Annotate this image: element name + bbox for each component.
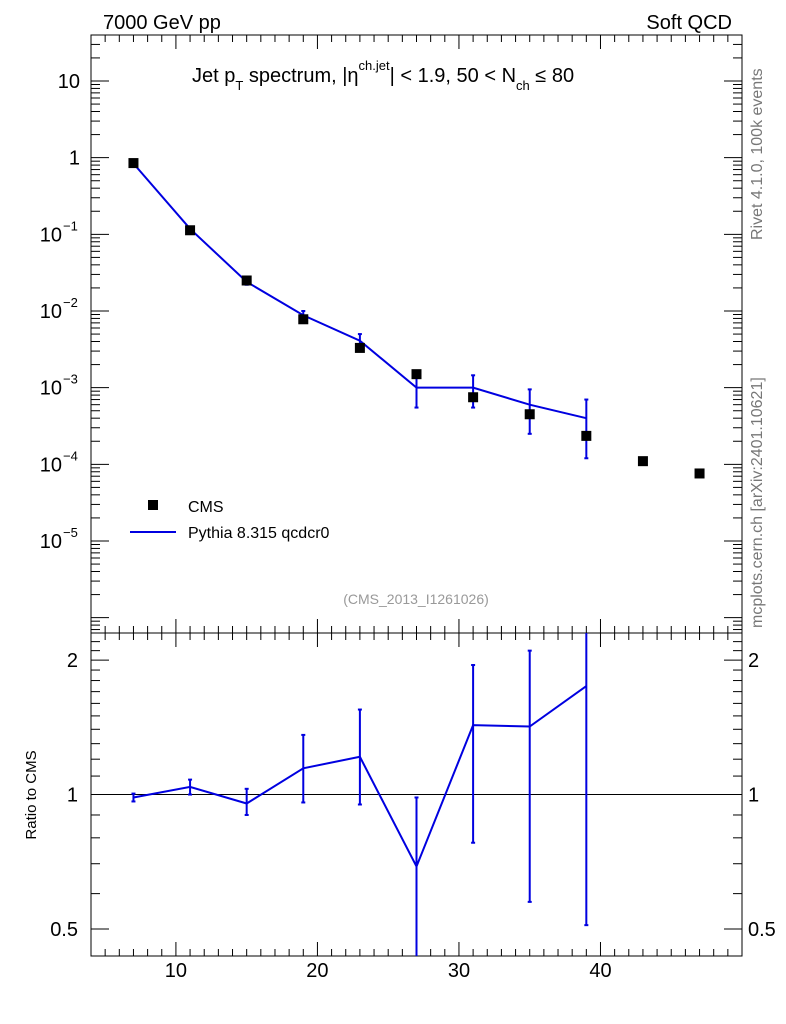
main-y-tick-label: 10 bbox=[40, 378, 62, 400]
main-y-tick-exponent: −5 bbox=[63, 525, 78, 540]
mc-series-line bbox=[132, 162, 587, 420]
main-y-tick-label: 10 bbox=[40, 454, 62, 476]
ratio-ylabel: Ratio to CMS bbox=[23, 750, 40, 839]
cms-data-point bbox=[298, 314, 309, 325]
x-tick-label: 10 bbox=[165, 960, 187, 982]
main-y-tick-exponent: −3 bbox=[63, 372, 78, 387]
main-y-tick-exponent: −2 bbox=[63, 295, 78, 310]
main-y-tick-label: 10 bbox=[58, 71, 80, 93]
legend-cms-marker bbox=[148, 500, 158, 510]
title-sup-b: ch.jet bbox=[359, 58, 390, 73]
rivet-label: Rivet 4.1.0, 100k events bbox=[749, 68, 766, 240]
main-y-tick-label: 10 bbox=[40, 224, 62, 246]
ratio-y-tick-label-right: 0.5 bbox=[748, 919, 776, 941]
title-part-d: ≤ 80 bbox=[530, 65, 574, 87]
ratio-y-tick-label-right: 1 bbox=[748, 785, 759, 807]
cms-data-point bbox=[185, 225, 196, 236]
cms-data-point bbox=[411, 369, 422, 380]
legend-mc-label: Pythia 8.315 qcdcr0 bbox=[188, 525, 330, 542]
x-tick-label: 20 bbox=[306, 960, 328, 982]
x-tick-label: 30 bbox=[448, 960, 470, 982]
x-tick-label: 40 bbox=[589, 960, 611, 982]
cms-data-point bbox=[128, 158, 139, 169]
title-part-b: spectrum, |η bbox=[243, 65, 358, 87]
ratio-y-tick-label-left: 0.5 bbox=[50, 919, 78, 941]
collision-label: 7000 GeV pp bbox=[103, 12, 221, 34]
main-y-tick-label: 1 bbox=[69, 148, 80, 170]
cms-data-point bbox=[637, 456, 648, 467]
title-sub-a: T bbox=[235, 78, 243, 93]
legend-cms-label: CMS bbox=[188, 499, 224, 516]
main-y-tick-exponent: −1 bbox=[63, 218, 78, 233]
cms-data-point bbox=[524, 409, 535, 420]
analysis-id: (CMS_2013_I1261026) bbox=[343, 591, 489, 607]
main-y-tick-label: 10 bbox=[40, 531, 62, 553]
cms-data-point bbox=[468, 392, 479, 403]
ratio-y-tick-label-left: 1 bbox=[67, 785, 78, 807]
cms-data-point bbox=[581, 430, 592, 441]
plot-title: Jet pT spectrum, |ηch.jet| < 1.9, 50 < N… bbox=[192, 58, 574, 93]
cms-data-point bbox=[241, 275, 252, 286]
cms-data-point bbox=[354, 342, 365, 353]
ratio-series-line bbox=[133, 685, 587, 869]
ratio-y-tick-label-right: 2 bbox=[748, 650, 759, 672]
title-sub-c: ch bbox=[516, 78, 530, 93]
title-part-a: Jet p bbox=[192, 65, 235, 87]
mcplots-label: mcplots.cern.ch [arXiv:2401.10621] bbox=[749, 377, 766, 628]
main-plot-frame bbox=[90, 34, 743, 634]
title-part-c: | < 1.9, 50 < N bbox=[390, 65, 516, 87]
main-y-tick-exponent: −4 bbox=[63, 448, 78, 463]
main-y-tick-label: 10 bbox=[40, 301, 62, 323]
category-label: Soft QCD bbox=[646, 12, 732, 34]
ratio-y-tick-label-left: 2 bbox=[67, 650, 78, 672]
cms-data-point bbox=[694, 468, 705, 479]
